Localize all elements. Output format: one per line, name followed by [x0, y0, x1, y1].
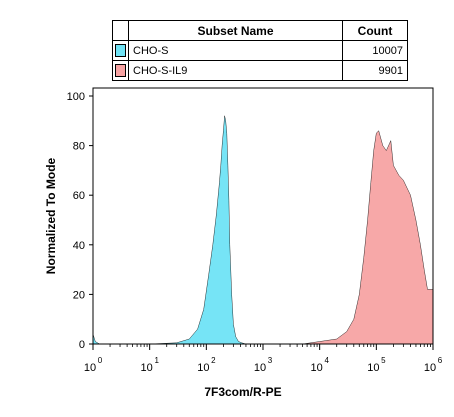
y-tick-label: 80 [73, 141, 85, 153]
x-tick-label: 10 [254, 362, 266, 374]
y-tick-label: 100 [67, 91, 85, 103]
x-tick-exponent: 1 [154, 356, 159, 365]
legend-name: CHO-S-IL9 [128, 60, 343, 81]
y-axis-title: Normalized To Mode [44, 157, 58, 274]
x-tick-label: 10 [84, 362, 96, 374]
x-tick-exponent: 3 [268, 356, 273, 365]
x-tick-label: 10 [424, 362, 436, 374]
x-tick-exponent: 2 [211, 356, 216, 365]
x-tick-label: 10 [311, 362, 323, 374]
x-tick-label: 10 [197, 362, 209, 374]
legend-row: CHO-S 10007 [112, 40, 408, 61]
legend-row: CHO-S-IL9 9901 [112, 60, 408, 81]
legend-table: Subset Name Count CHO-S 10007 CHO-S-IL9 … [112, 20, 408, 81]
series-cho-s-il9 [302, 130, 434, 345]
legend-header-row: Subset Name Count [112, 20, 408, 41]
x-tick-exponent: 6 [438, 356, 443, 365]
x-tick-label: 10 [367, 362, 379, 374]
series-cho-s [92, 115, 253, 345]
x-axis-title: 7F3com/R-PE [204, 385, 281, 399]
x-tick-exponent: 4 [324, 356, 329, 365]
y-tick-label: 60 [73, 190, 85, 202]
legend-swatch-cho-s [115, 44, 126, 57]
x-tick-label: 10 [141, 362, 153, 374]
series-layer [92, 115, 434, 345]
x-tick-exponent: 0 [98, 356, 103, 365]
y-tick-label: 0 [79, 339, 85, 351]
legend-count: 10007 [342, 40, 408, 61]
legend-swatch-cho-s-il9 [115, 64, 126, 77]
x-tick-exponent: 5 [381, 356, 386, 365]
y-tick-label: 40 [73, 240, 85, 252]
y-tick-label: 20 [73, 289, 85, 301]
legend-count: 9901 [342, 60, 408, 81]
